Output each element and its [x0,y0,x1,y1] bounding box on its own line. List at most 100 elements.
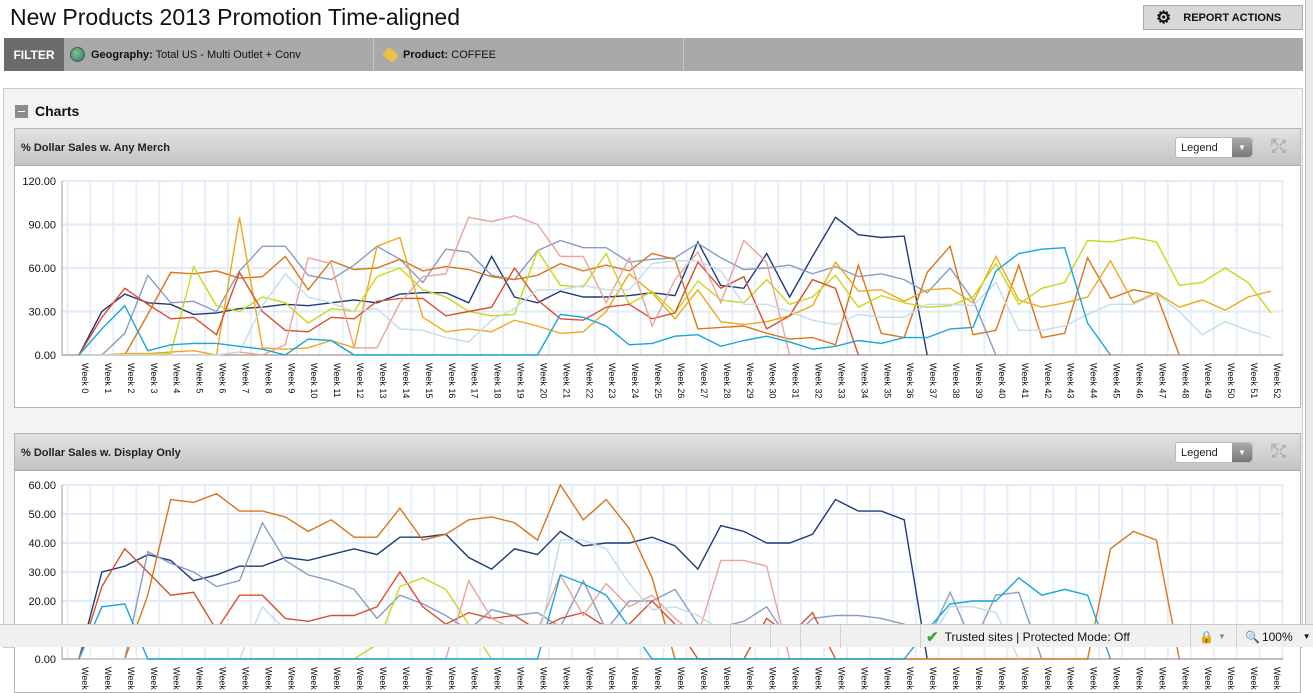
x-tick-label: Week 4 [172,667,182,693]
x-tick-label: Week 44 [1089,667,1099,693]
x-tick-label: Week 39 [974,667,984,693]
x-tick-label: Week 33 [836,363,846,398]
chart-header: % Dollar Sales w. Any Merch Legend ▼ ⇱↗ ↙… [15,129,1300,166]
zoom-icon: 🔍 [1245,629,1260,644]
x-tick-label: Week 41 [1020,667,1030,693]
filter-label: FILTER [4,38,64,71]
filter-product[interactable]: Product: COFFEE [374,38,684,71]
filter-value: Total US - Multi Outlet + Conv [155,48,301,61]
y-tick-label: 30.00 [28,567,56,579]
x-tick-label: Week 14 [401,363,411,398]
series-line-7 [79,260,1272,356]
x-tick-label: Week 12 [355,667,365,693]
x-tick-label: Week 30 [768,363,778,398]
x-tick-label: Week 29 [745,667,755,693]
y-tick-label: 60.00 [28,480,56,492]
x-tick-label: Week 38 [951,667,961,693]
protected-mode-button[interactable]: 🔒 ▼ [1190,625,1236,648]
x-tick-label: Week 18 [493,363,503,398]
x-tick-label: Week 14 [401,667,411,693]
expand-icon[interactable]: ⇱↗ ↙↘ [1271,443,1287,461]
security-zone-text: Trusted sites | Protected Mode: Off [944,629,1130,644]
x-tick-label: Week 8 [263,363,273,393]
x-tick-label: Week 23 [607,667,617,693]
x-tick-label: Week 29 [745,363,755,398]
x-tick-label: Week 46 [1134,667,1144,693]
security-zone[interactable]: ✔ Trusted sites | Protected Mode: Off [920,625,1190,648]
x-tick-label: Week 48 [1180,363,1190,398]
x-tick-label: Week 38 [951,363,961,398]
x-tick-label: Week 28 [722,363,732,398]
x-tick-label: Week 2 [126,363,136,393]
x-tick-label: Week 52 [1272,363,1282,398]
charts-section-header: Charts [15,103,79,119]
x-tick-label: Week 51 [1249,363,1259,398]
page-title: New Products 2013 Promotion Time-aligned [10,4,461,30]
x-tick-label: Week 22 [584,363,594,398]
checkmark-icon: ✔ [926,628,939,646]
x-tick-label: Week 19 [516,667,526,693]
status-bar: ✔ Trusted sites | Protected Mode: Off 🔒 ▼… [0,624,1313,648]
lock-icon: 🔒 [1199,629,1214,644]
x-tick-label: Week 7 [240,363,250,393]
x-tick-label: Week 40 [997,667,1007,693]
y-tick-label: 120.00 [22,176,56,188]
series-line-0 [78,498,928,660]
x-tick-label: Week 23 [607,363,617,398]
x-tick-label: Week 35 [882,363,892,398]
x-tick-label: Week 21 [561,363,571,398]
filter-bar: FILTER Geography: Total US - Multi Outle… [4,38,1303,71]
y-tick-label: 0.00 [35,654,56,666]
legend-dropdown[interactable]: Legend ▼ [1175,137,1253,158]
x-tick-label: Week 33 [836,667,846,693]
x-tick-label: Week 50 [1226,667,1236,693]
x-tick-label: Week 20 [538,667,548,693]
x-tick-label: Week 9 [286,363,296,393]
collapse-icon[interactable] [15,104,28,118]
x-tick-label: Week 5 [195,363,205,393]
x-tick-label: Week 35 [882,667,892,693]
y-tick-label: 20.00 [28,596,56,608]
tag-icon [382,46,399,63]
x-tick-label: Week 39 [974,363,984,398]
report-actions-button[interactable]: ⚙ REPORT ACTIONS [1143,5,1303,30]
series-line-8 [78,246,1112,356]
y-tick-label: 30.00 [28,307,56,319]
x-tick-label: Week 24 [630,667,640,693]
chart-header: % Dollar Sales w. Display Only Legend ▼ … [15,434,1300,471]
x-tick-label: Week 34 [859,363,869,398]
x-tick-label: Week 24 [630,363,640,398]
x-tick-label: Week 2 [126,667,136,693]
x-tick-label: Week 42 [1043,363,1053,398]
x-tick-label: Week 3 [149,667,159,693]
x-tick-label: Week 45 [1112,363,1122,398]
x-tick-label: Week 16 [447,667,457,693]
chart-title: % Dollar Sales w. Any Merch [21,142,170,154]
report-actions-label: REPORT ACTIONS [1183,11,1282,24]
x-tick-label: Week 43 [1066,667,1076,693]
x-tick-label: Week 31 [791,667,801,693]
x-tick-label: Week 30 [768,667,778,693]
x-tick-label: Week 28 [722,667,732,693]
expand-icon[interactable]: ⇱↗ ↙↘ [1271,138,1287,156]
x-tick-label: Week 51 [1249,667,1259,693]
series-line-3 [79,217,1272,356]
filter-key: Geography: [91,48,153,61]
x-tick-label: Week 37 [928,363,938,398]
x-tick-label: Week 6 [218,363,228,393]
y-tick-label: 90.00 [28,220,56,232]
x-tick-label: Week 52 [1272,667,1282,693]
x-tick-label: Week 48 [1180,667,1190,693]
filter-geography[interactable]: Geography: Total US - Multi Outlet + Con… [64,38,374,71]
x-tick-label: Week 15 [424,363,434,398]
x-tick-label: Week 18 [493,667,503,693]
x-tick-label: Week 9 [286,667,296,693]
x-tick-label: Week 36 [905,363,915,398]
charts-section-title: Charts [35,103,80,119]
x-tick-label: Week 49 [1203,667,1213,693]
page-scrollbar[interactable] [1305,0,1313,624]
x-tick-label: Week 45 [1112,667,1122,693]
x-tick-label: Week 11 [332,667,342,693]
zoom-control[interactable]: 🔍 100% ▼ [1236,625,1313,648]
legend-dropdown[interactable]: Legend ▼ [1175,442,1253,463]
